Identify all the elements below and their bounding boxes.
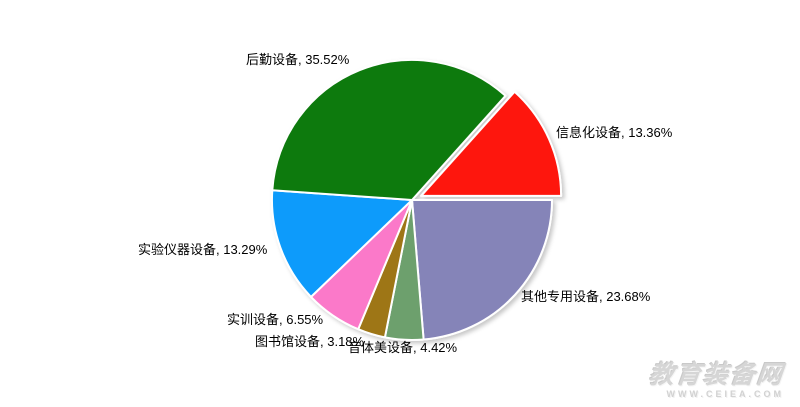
slice-label-图书馆设备: 图书馆设备, 3.18% xyxy=(255,334,365,349)
slice-label-后勤设备: 后勤设备, 35.52% xyxy=(246,52,350,67)
slice-label-信息化设备: 信息化设备, 13.36% xyxy=(556,125,673,140)
watermark-logo-text: 教育装备网 xyxy=(647,360,786,389)
pie-slice-后勤设备 xyxy=(271,59,507,201)
watermark: 教育装备网 WWW.CEIEA.COM xyxy=(647,360,786,399)
pie-slice-信息化设备 xyxy=(420,90,563,197)
pie-slice-实验仪器设备 xyxy=(270,189,413,298)
slice-label-其他专用设备: 其他专用设备, 23.68% xyxy=(521,289,651,304)
slice-label-实训设备: 实训设备, 6.55% xyxy=(227,312,324,327)
watermark-url: WWW.CEIEA.COM xyxy=(666,389,784,399)
slice-label-音体美设备: 音体美设备, 4.42% xyxy=(348,340,458,355)
slice-label-实验仪器设备: 实验仪器设备, 13.29% xyxy=(138,242,268,257)
pie-slices xyxy=(270,59,563,341)
pie-slice-其他专用设备 xyxy=(411,199,553,341)
